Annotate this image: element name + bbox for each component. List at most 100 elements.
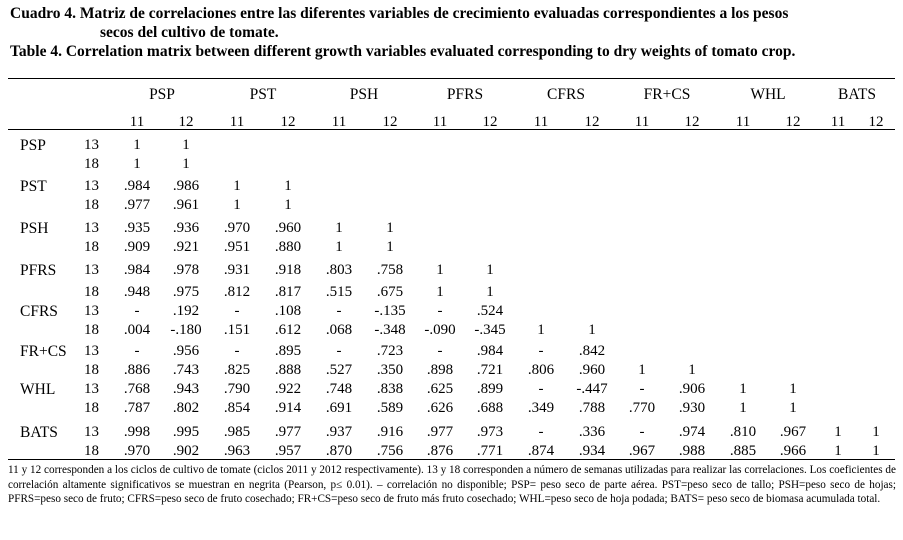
correlation-value: 1: [133, 137, 141, 153]
column-header-pfrs: PFRS: [446, 86, 484, 103]
week-label: 13: [84, 303, 99, 319]
correlation-value: .966: [779, 443, 807, 459]
correlation-value: 1: [284, 197, 292, 213]
correlation-value: .936: [172, 220, 200, 236]
correlation-value: 1: [233, 197, 241, 213]
correlation-value: .612: [274, 322, 302, 338]
correlation-value: .350: [376, 362, 404, 378]
correlation-value: .768: [123, 381, 151, 397]
row-label-whl: WHL: [20, 381, 56, 398]
correlation-value: -: [336, 343, 342, 359]
correlation-value: .810: [729, 424, 757, 440]
correlation-value: -: [538, 381, 544, 397]
correlation-value: .967: [779, 424, 807, 440]
week-label: 13: [84, 220, 99, 236]
cycle-header: 11: [229, 114, 245, 130]
correlation-value: .973: [476, 424, 504, 440]
cycle-header: 11: [830, 114, 846, 130]
caption-spanish-line1: Cuadro 4. Matriz de correlaciones entre …: [10, 5, 789, 22]
correlation-value: .957: [274, 443, 302, 459]
correlation-value: .803: [325, 262, 353, 278]
cycle-header: 11: [634, 114, 650, 130]
correlation-value: 1: [588, 322, 596, 338]
row-label-pfrs: PFRS: [20, 262, 57, 279]
correlation-value: .756: [376, 443, 404, 459]
correlation-value: -.135: [374, 303, 406, 319]
correlation-value: -: [234, 303, 240, 319]
cycle-header: 12: [482, 114, 498, 130]
correlation-value: .787: [123, 400, 151, 416]
correlation-value: 1: [872, 424, 880, 440]
correlation-value: .524: [476, 303, 504, 319]
correlation-value: 1: [436, 262, 444, 278]
correlation-value: .922: [274, 381, 302, 397]
correlation-value: .906: [678, 381, 706, 397]
week-label: 18: [84, 156, 99, 172]
correlation-value: .951: [223, 239, 251, 255]
correlation-value: .770: [628, 400, 656, 416]
correlation-value: -: [336, 303, 342, 319]
correlation-value: .948: [123, 284, 151, 300]
week-label: 13: [84, 262, 99, 278]
row-label-psp: PSP: [20, 137, 46, 154]
cycle-header: 11: [129, 114, 145, 130]
correlation-value: .895: [274, 343, 302, 359]
correlation-value: .691: [325, 400, 353, 416]
correlation-value: 1: [789, 400, 797, 416]
correlation-value: .930: [678, 400, 706, 416]
correlation-value: .825: [223, 362, 251, 378]
correlation-value: .960: [578, 362, 606, 378]
correlation-value: .806: [527, 362, 555, 378]
correlation-value: .988: [678, 443, 706, 459]
correlation-value: .515: [325, 284, 353, 300]
correlation-value: 1: [386, 220, 394, 236]
correlation-value: .995: [172, 424, 200, 440]
correlation-value: .970: [123, 443, 151, 459]
correlation-value: -: [639, 424, 645, 440]
correlation-value: 1: [739, 381, 747, 397]
correlation-value: .743: [172, 362, 200, 378]
correlation-value: .902: [172, 443, 200, 459]
correlation-value: .748: [325, 381, 353, 397]
column-header-frcs: FR+CS: [643, 86, 691, 103]
table-bottom-rule: [8, 459, 895, 460]
correlation-value: 1: [537, 322, 545, 338]
week-label: 13: [84, 137, 99, 153]
column-header-cfrs: CFRS: [547, 86, 585, 103]
correlation-value: .977: [123, 197, 151, 213]
correlation-value: -: [134, 303, 140, 319]
correlation-value: .977: [426, 424, 454, 440]
correlation-value: 1: [436, 284, 444, 300]
table-top-rule: [8, 78, 895, 79]
correlation-value: .977: [274, 424, 302, 440]
correlation-value: -: [234, 343, 240, 359]
correlation-value: .788: [578, 400, 606, 416]
correlation-value: 1: [335, 239, 343, 255]
correlation-value: .870: [325, 443, 353, 459]
week-label: 18: [84, 322, 99, 338]
correlation-value: .151: [223, 322, 251, 338]
correlation-value: .192: [172, 303, 200, 319]
correlation-value: 1: [233, 178, 241, 194]
correlation-value: .984: [123, 262, 151, 278]
correlation-value: .842: [578, 343, 606, 359]
correlation-value: .886: [123, 362, 151, 378]
column-header-bats: BATS: [838, 86, 876, 103]
correlation-value: .985: [223, 424, 251, 440]
correlation-value: .934: [578, 443, 606, 459]
week-label: 13: [84, 343, 99, 359]
correlation-value: 1: [182, 156, 190, 172]
column-header-psp: PSP: [149, 86, 175, 103]
correlation-value: 1: [335, 220, 343, 236]
correlation-value: .918: [274, 262, 302, 278]
correlation-value: .880: [274, 239, 302, 255]
correlation-value: .758: [376, 262, 404, 278]
correlation-value: .935: [123, 220, 151, 236]
column-header-psh: PSH: [349, 86, 379, 103]
correlation-value: .937: [325, 424, 353, 440]
correlation-value: .817: [274, 284, 302, 300]
correlation-value: 1: [834, 443, 842, 459]
row-label-psh: PSH: [20, 220, 49, 237]
correlation-value: .885: [729, 443, 757, 459]
